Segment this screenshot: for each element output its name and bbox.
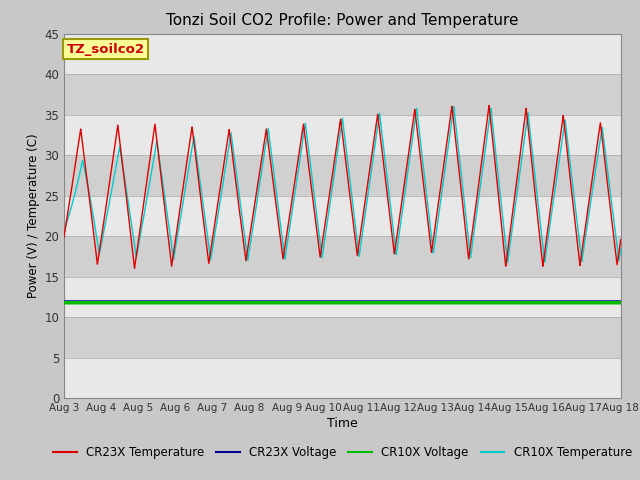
Bar <box>64 317 621 358</box>
Text: TZ_soilco2: TZ_soilco2 <box>67 43 145 56</box>
Bar <box>64 155 621 196</box>
Bar <box>64 74 621 115</box>
Bar <box>64 115 621 155</box>
Bar <box>64 34 621 74</box>
Legend: CR23X Temperature, CR23X Voltage, CR10X Voltage, CR10X Temperature: CR23X Temperature, CR23X Voltage, CR10X … <box>48 441 637 464</box>
Y-axis label: Power (V) / Temperature (C): Power (V) / Temperature (C) <box>27 134 40 298</box>
Title: Tonzi Soil CO2 Profile: Power and Temperature: Tonzi Soil CO2 Profile: Power and Temper… <box>166 13 518 28</box>
Bar <box>64 196 621 236</box>
Bar <box>64 236 621 277</box>
Bar <box>64 277 621 317</box>
X-axis label: Time: Time <box>327 418 358 431</box>
Bar <box>64 358 621 398</box>
